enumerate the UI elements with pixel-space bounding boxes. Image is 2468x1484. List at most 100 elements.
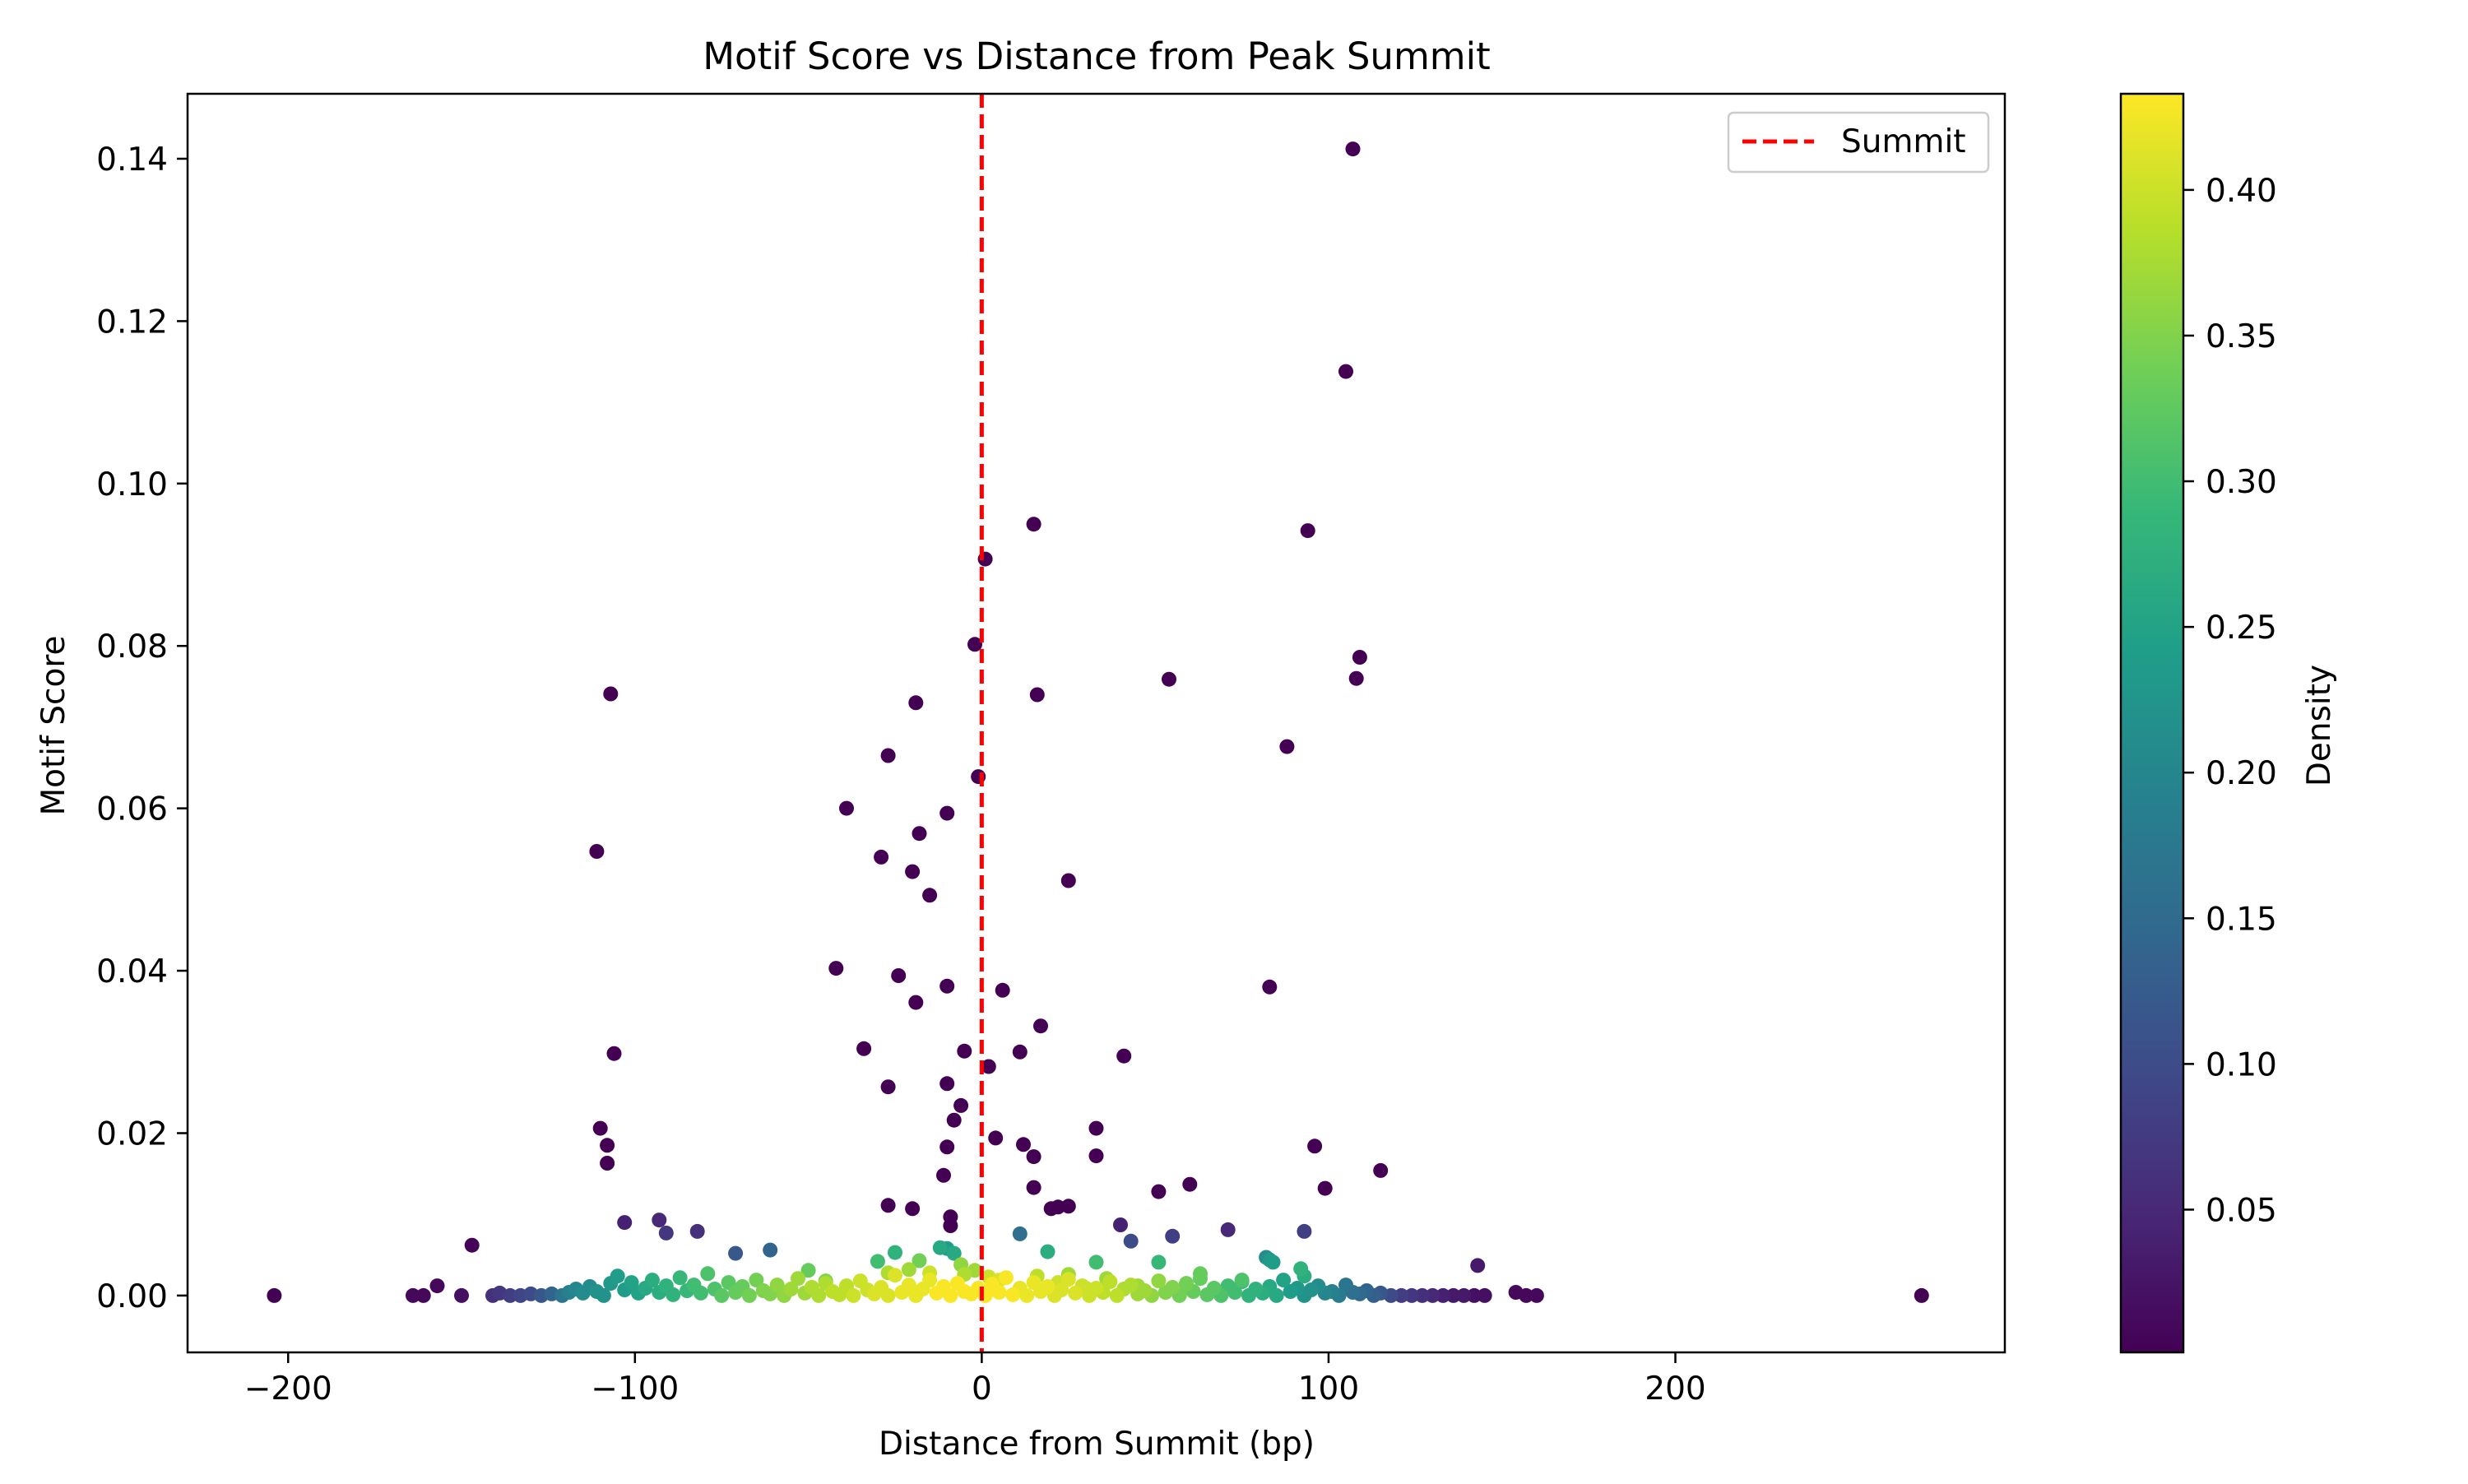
scatter-point xyxy=(943,1218,958,1233)
scatter-point xyxy=(741,1287,757,1303)
scatter-point xyxy=(606,1046,622,1061)
scatter-point xyxy=(415,1287,431,1303)
scatter-point xyxy=(1279,739,1295,754)
x-tick-label: −100 xyxy=(591,1370,679,1407)
y-tick-label: 0.14 xyxy=(96,141,168,179)
scatter-point xyxy=(658,1225,674,1241)
scatter-point xyxy=(1394,1287,1409,1303)
scatter-point xyxy=(981,1059,996,1074)
scatter-point xyxy=(957,1043,972,1059)
scatter-point xyxy=(589,844,605,859)
scatter-point xyxy=(728,1245,744,1261)
scatter-point xyxy=(1109,1287,1125,1303)
scatter-point xyxy=(693,1285,708,1301)
y-tick-label: 0.02 xyxy=(96,1115,168,1152)
scatter-point xyxy=(1123,1278,1139,1293)
scatter-point xyxy=(406,1287,420,1303)
scatter-point xyxy=(922,1273,938,1288)
scatter-point xyxy=(1151,1273,1167,1289)
scatter-point xyxy=(991,1285,1007,1300)
colorbar-gradient xyxy=(2121,94,2183,1352)
scatter-point xyxy=(783,1282,799,1296)
scatter-point xyxy=(936,1167,951,1183)
scatter-point xyxy=(1162,671,1176,687)
y-tick-label: 0.08 xyxy=(96,628,168,665)
scatter-point xyxy=(1519,1287,1534,1303)
scatter-point xyxy=(908,695,924,711)
scatter-point xyxy=(1425,1287,1440,1303)
scatter-point xyxy=(592,1120,608,1136)
scatter-point xyxy=(1265,1254,1281,1270)
y-tick-label: 0.04 xyxy=(96,953,168,990)
scatter-point xyxy=(1414,1287,1430,1303)
colorbar-label: Density xyxy=(2301,665,2338,786)
scatter-point xyxy=(1467,1287,1482,1303)
scatter-point xyxy=(1088,1120,1104,1136)
scatter-point xyxy=(946,1245,962,1261)
scatter-point xyxy=(1404,1287,1420,1303)
scatter-point xyxy=(939,805,955,821)
scatter-point xyxy=(1060,1272,1076,1287)
scatter-point xyxy=(1529,1287,1544,1303)
scatter-point xyxy=(908,995,924,1010)
scatter-point xyxy=(1029,687,1045,703)
scatter-point xyxy=(1151,1184,1167,1199)
x-tick-label: 100 xyxy=(1298,1370,1359,1407)
scatter-point xyxy=(763,1242,778,1258)
scatter-point xyxy=(1151,1254,1167,1270)
scatter-point xyxy=(454,1287,469,1303)
scatter-point xyxy=(1914,1287,1929,1303)
scatter-point xyxy=(998,1270,1014,1286)
plot-frame xyxy=(186,92,2006,1354)
scatter-point xyxy=(1307,1139,1323,1154)
colorbar-ticks: 0.05 0.10 0.15 0.20 0.25 0.30 0.35 0.40 xyxy=(2183,173,2277,1229)
scatter-point xyxy=(856,1041,872,1056)
scatter-point xyxy=(429,1278,445,1294)
colorbar-tick-label: 0.30 xyxy=(2206,464,2277,501)
scatter-point xyxy=(1248,1282,1264,1296)
scatter-point xyxy=(1068,1285,1083,1301)
scatter-point xyxy=(967,637,982,652)
scatter-point xyxy=(1088,1254,1104,1270)
legend-box xyxy=(1727,111,1990,174)
scatter-point xyxy=(1123,1233,1139,1249)
scatter-point xyxy=(943,1287,958,1303)
legend-summit-label: Summit xyxy=(1841,123,1966,160)
scatter-point xyxy=(880,748,896,763)
scatter-point xyxy=(603,686,619,702)
scatter-point xyxy=(1033,1018,1048,1034)
scatter-point xyxy=(939,1076,955,1092)
scatter-point xyxy=(1345,141,1361,157)
scatter-point xyxy=(939,1139,955,1155)
colorbar-frame xyxy=(2119,92,2185,1354)
y-tick-label: 0.10 xyxy=(96,466,168,503)
colorbar-tick-label: 0.05 xyxy=(2206,1192,2277,1229)
scatter-point xyxy=(617,1215,633,1231)
scatter-point xyxy=(905,864,921,879)
y-tick-label: 0.00 xyxy=(96,1278,168,1315)
scatter-point xyxy=(1012,1044,1028,1060)
scatter-point xyxy=(1040,1279,1055,1294)
scatter-point xyxy=(1088,1148,1104,1164)
scatter-point xyxy=(749,1273,764,1288)
scatter-point xyxy=(600,1138,615,1153)
scatter-point xyxy=(689,1223,705,1239)
scatter-point xyxy=(1116,1048,1132,1064)
scatter-point xyxy=(700,1266,716,1282)
scatter-point xyxy=(901,1278,916,1293)
scatter-point xyxy=(1293,1261,1309,1277)
scatter-point xyxy=(503,1287,518,1303)
scatter-point xyxy=(1165,1280,1181,1295)
scatter-point xyxy=(652,1213,667,1228)
scatter-point xyxy=(988,1130,1004,1146)
scatter-point xyxy=(714,1287,730,1303)
scatter-point xyxy=(1012,1226,1028,1241)
scatter-point xyxy=(846,1287,861,1303)
x-tick-label: 200 xyxy=(1645,1370,1705,1407)
scatter-point xyxy=(596,1287,611,1303)
x-tick-label: 0 xyxy=(972,1370,992,1407)
x-axis-ticks: −200 −100 0 100 200 xyxy=(244,1352,1706,1407)
y-axis-ticks: 0.00 0.02 0.04 0.06 0.08 0.10 0.12 0.14 xyxy=(96,141,188,1315)
